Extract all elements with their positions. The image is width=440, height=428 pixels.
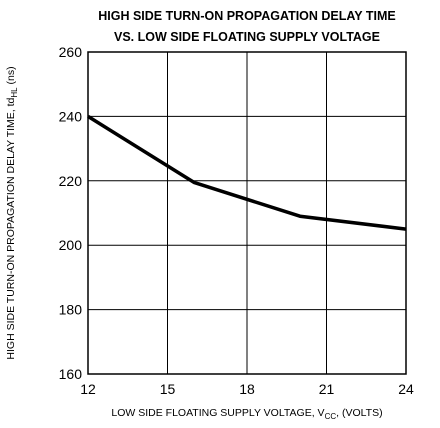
- y-label-text: HIGH SIDE TURN-ON PROPAGATION DELAY TIME…: [5, 97, 17, 359]
- x-label-text: LOW SIDE FLOATING SUPPLY VOLTAGE, V: [111, 407, 324, 419]
- x-label-sub: CC: [325, 412, 337, 421]
- y-tick-label: 200: [59, 237, 83, 253]
- x-label-text: , (VOLTS): [336, 407, 382, 419]
- y-label-text: (ns): [5, 66, 17, 87]
- y-axis-label: HIGH SIDE TURN-ON PROPAGATION DELAY TIME…: [5, 66, 19, 359]
- x-tick-label: 15: [160, 381, 176, 397]
- y-tick-label: 260: [59, 44, 83, 60]
- y-tick-label: 180: [59, 302, 83, 318]
- y-tick-label: 240: [59, 108, 83, 124]
- chart-title: HIGH SIDE TURN-ON PROPAGATION DELAY TIME: [98, 9, 395, 23]
- data-line: [87, 114, 407, 231]
- x-axis-label: LOW SIDE FLOATING SUPPLY VOLTAGE, VCC, (…: [111, 407, 382, 421]
- x-tick-label: 24: [398, 381, 414, 397]
- chart-title: VS. LOW SIDE FLOATING SUPPLY VOLTAGE: [114, 30, 380, 44]
- x-tick-label: 18: [239, 381, 255, 397]
- y-tick-label: 220: [59, 173, 83, 189]
- y-label-sub: HL: [10, 87, 19, 98]
- plot-frame: [87, 51, 407, 375]
- x-tick-label: 21: [319, 381, 335, 397]
- y-tick-label: 160: [59, 366, 83, 382]
- x-tick-label: 12: [80, 381, 96, 397]
